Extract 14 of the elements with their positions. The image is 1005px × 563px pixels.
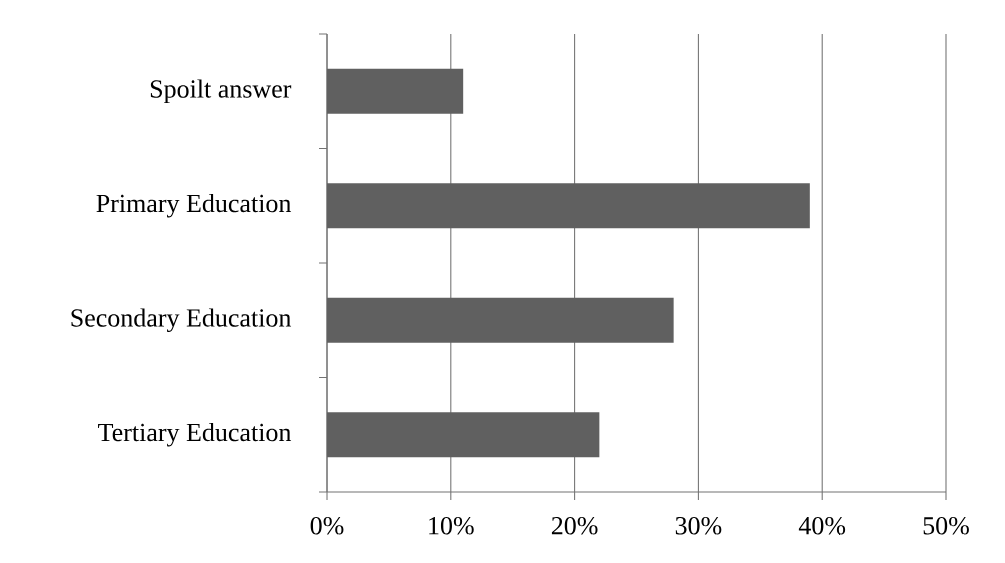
x-tick-label: 50% xyxy=(923,516,969,535)
bar xyxy=(327,412,600,458)
x-tick-label: 40% xyxy=(798,516,846,535)
y-tick-label: Secondary Education xyxy=(71,308,292,333)
x-tick-label: 0% xyxy=(310,516,344,535)
x-tick-label: 20% xyxy=(551,516,598,535)
x-tick-label: 10% xyxy=(429,516,474,535)
y-tick-label: Spoilt answer xyxy=(150,79,292,104)
x-tick-label: 30% xyxy=(675,516,722,535)
y-tick-label: Primary Education xyxy=(96,193,292,218)
y-tick-label: Tertiary Education xyxy=(98,422,292,447)
bar xyxy=(327,297,674,343)
bar xyxy=(327,183,810,229)
bar xyxy=(327,68,464,114)
